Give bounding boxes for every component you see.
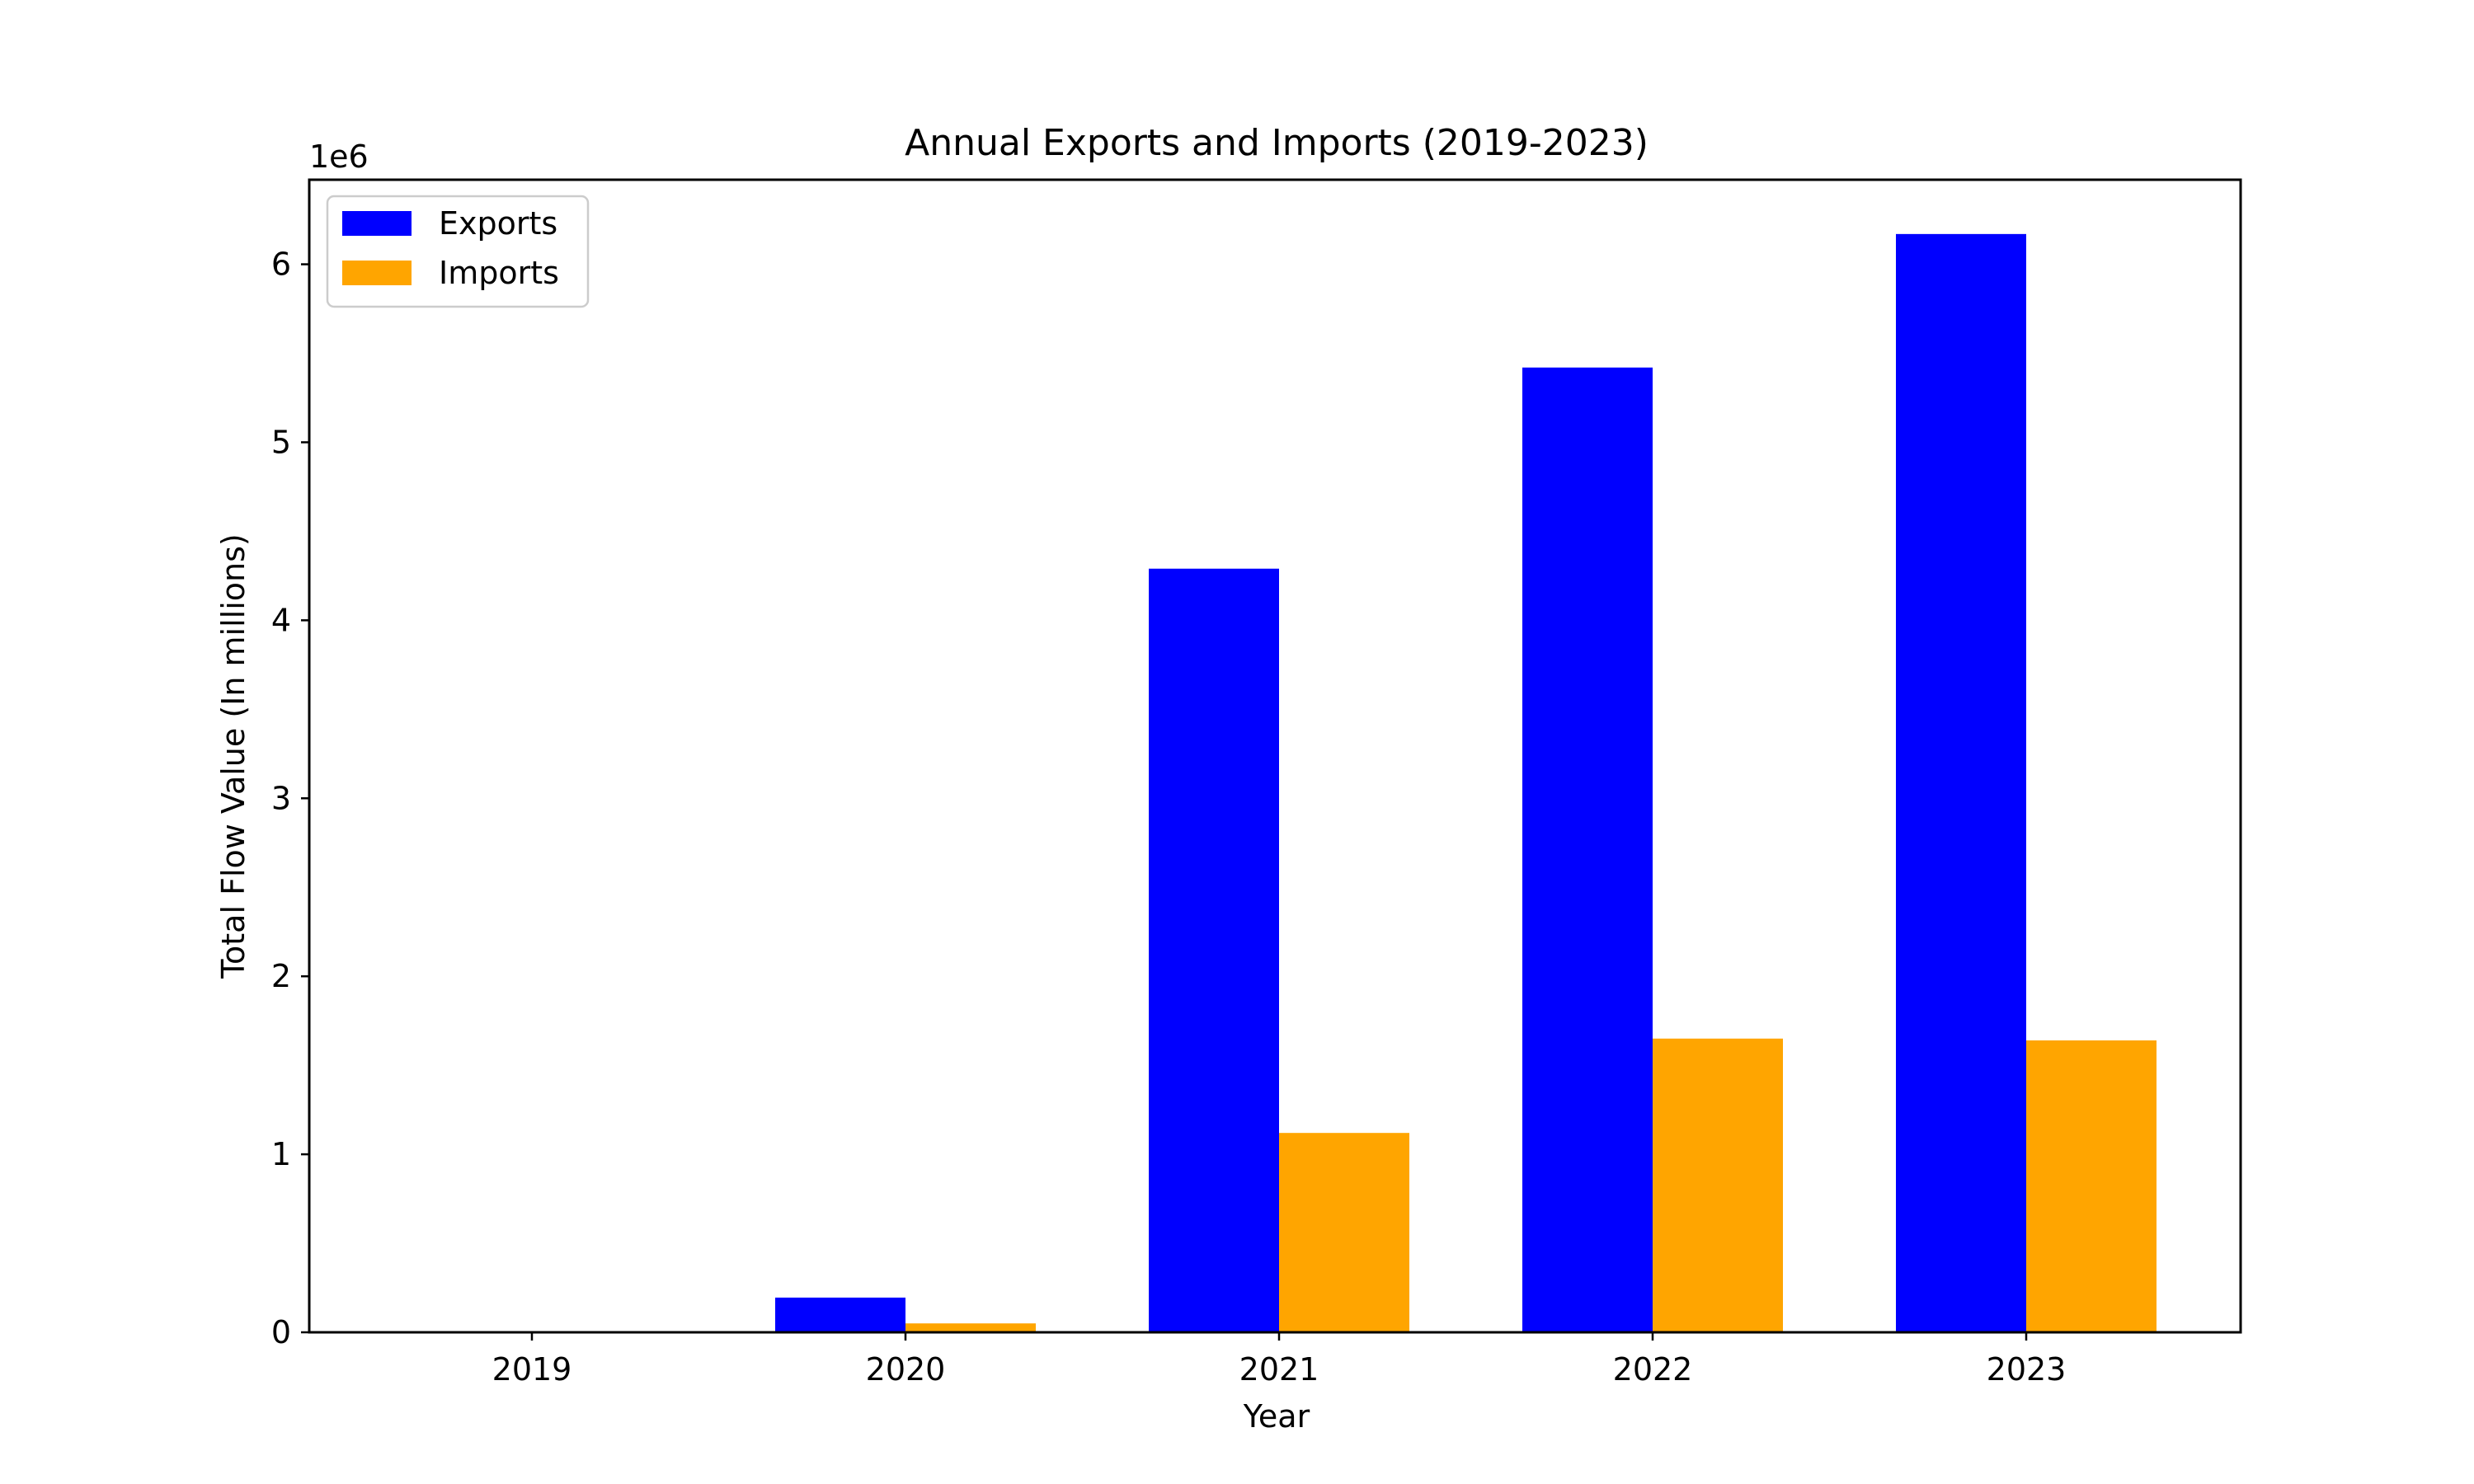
plot-frame xyxy=(308,178,2242,1334)
bar-exports-2021 xyxy=(1149,568,1279,1332)
x-tick-label: 2022 xyxy=(1613,1351,1693,1388)
legend-swatch-imports xyxy=(342,261,412,285)
y-tick-label: 5 xyxy=(271,424,291,460)
bar-exports-2022 xyxy=(1522,367,1653,1332)
legend-label-imports: Imports xyxy=(439,255,559,291)
legend: Exports Imports xyxy=(326,195,590,308)
bar-imports-2020 xyxy=(905,1323,1036,1332)
y-ticks-group: 0 1 2 3 4 5 6 xyxy=(271,247,309,1350)
y-tick-label: 6 xyxy=(271,247,291,283)
y-tick-label: 1 xyxy=(271,1136,291,1172)
chart-title: Annual Exports and Imports (2019-2023) xyxy=(905,122,1649,164)
y-tick-label: 3 xyxy=(271,780,291,816)
x-tick-label: 2023 xyxy=(1987,1351,2067,1388)
bar-imports-2021 xyxy=(1279,1133,1409,1332)
x-ticks-group: 2019 2020 2021 2022 2023 xyxy=(492,1332,2067,1388)
bars-group xyxy=(775,233,2157,1332)
x-axis-label: Year xyxy=(1243,1398,1310,1435)
legend-swatch-exports xyxy=(342,211,412,236)
bar-exports-2020 xyxy=(775,1297,905,1332)
bar-exports-2023 xyxy=(1896,233,2026,1332)
y-tick-label: 4 xyxy=(271,602,291,638)
y-tick-label: 2 xyxy=(271,958,291,994)
bar-imports-2023 xyxy=(2026,1040,2157,1332)
y-axis-label: Total Flow Value (In millions) xyxy=(215,533,252,979)
y-tick-label: 0 xyxy=(271,1314,291,1350)
x-tick-label: 2021 xyxy=(1239,1351,1319,1388)
x-tick-label: 2020 xyxy=(866,1351,946,1388)
y-scale-label: 1e6 xyxy=(309,139,369,175)
bar-imports-2022 xyxy=(1653,1038,1783,1332)
legend-label-exports: Exports xyxy=(439,205,557,242)
x-tick-label: 2019 xyxy=(492,1351,572,1388)
